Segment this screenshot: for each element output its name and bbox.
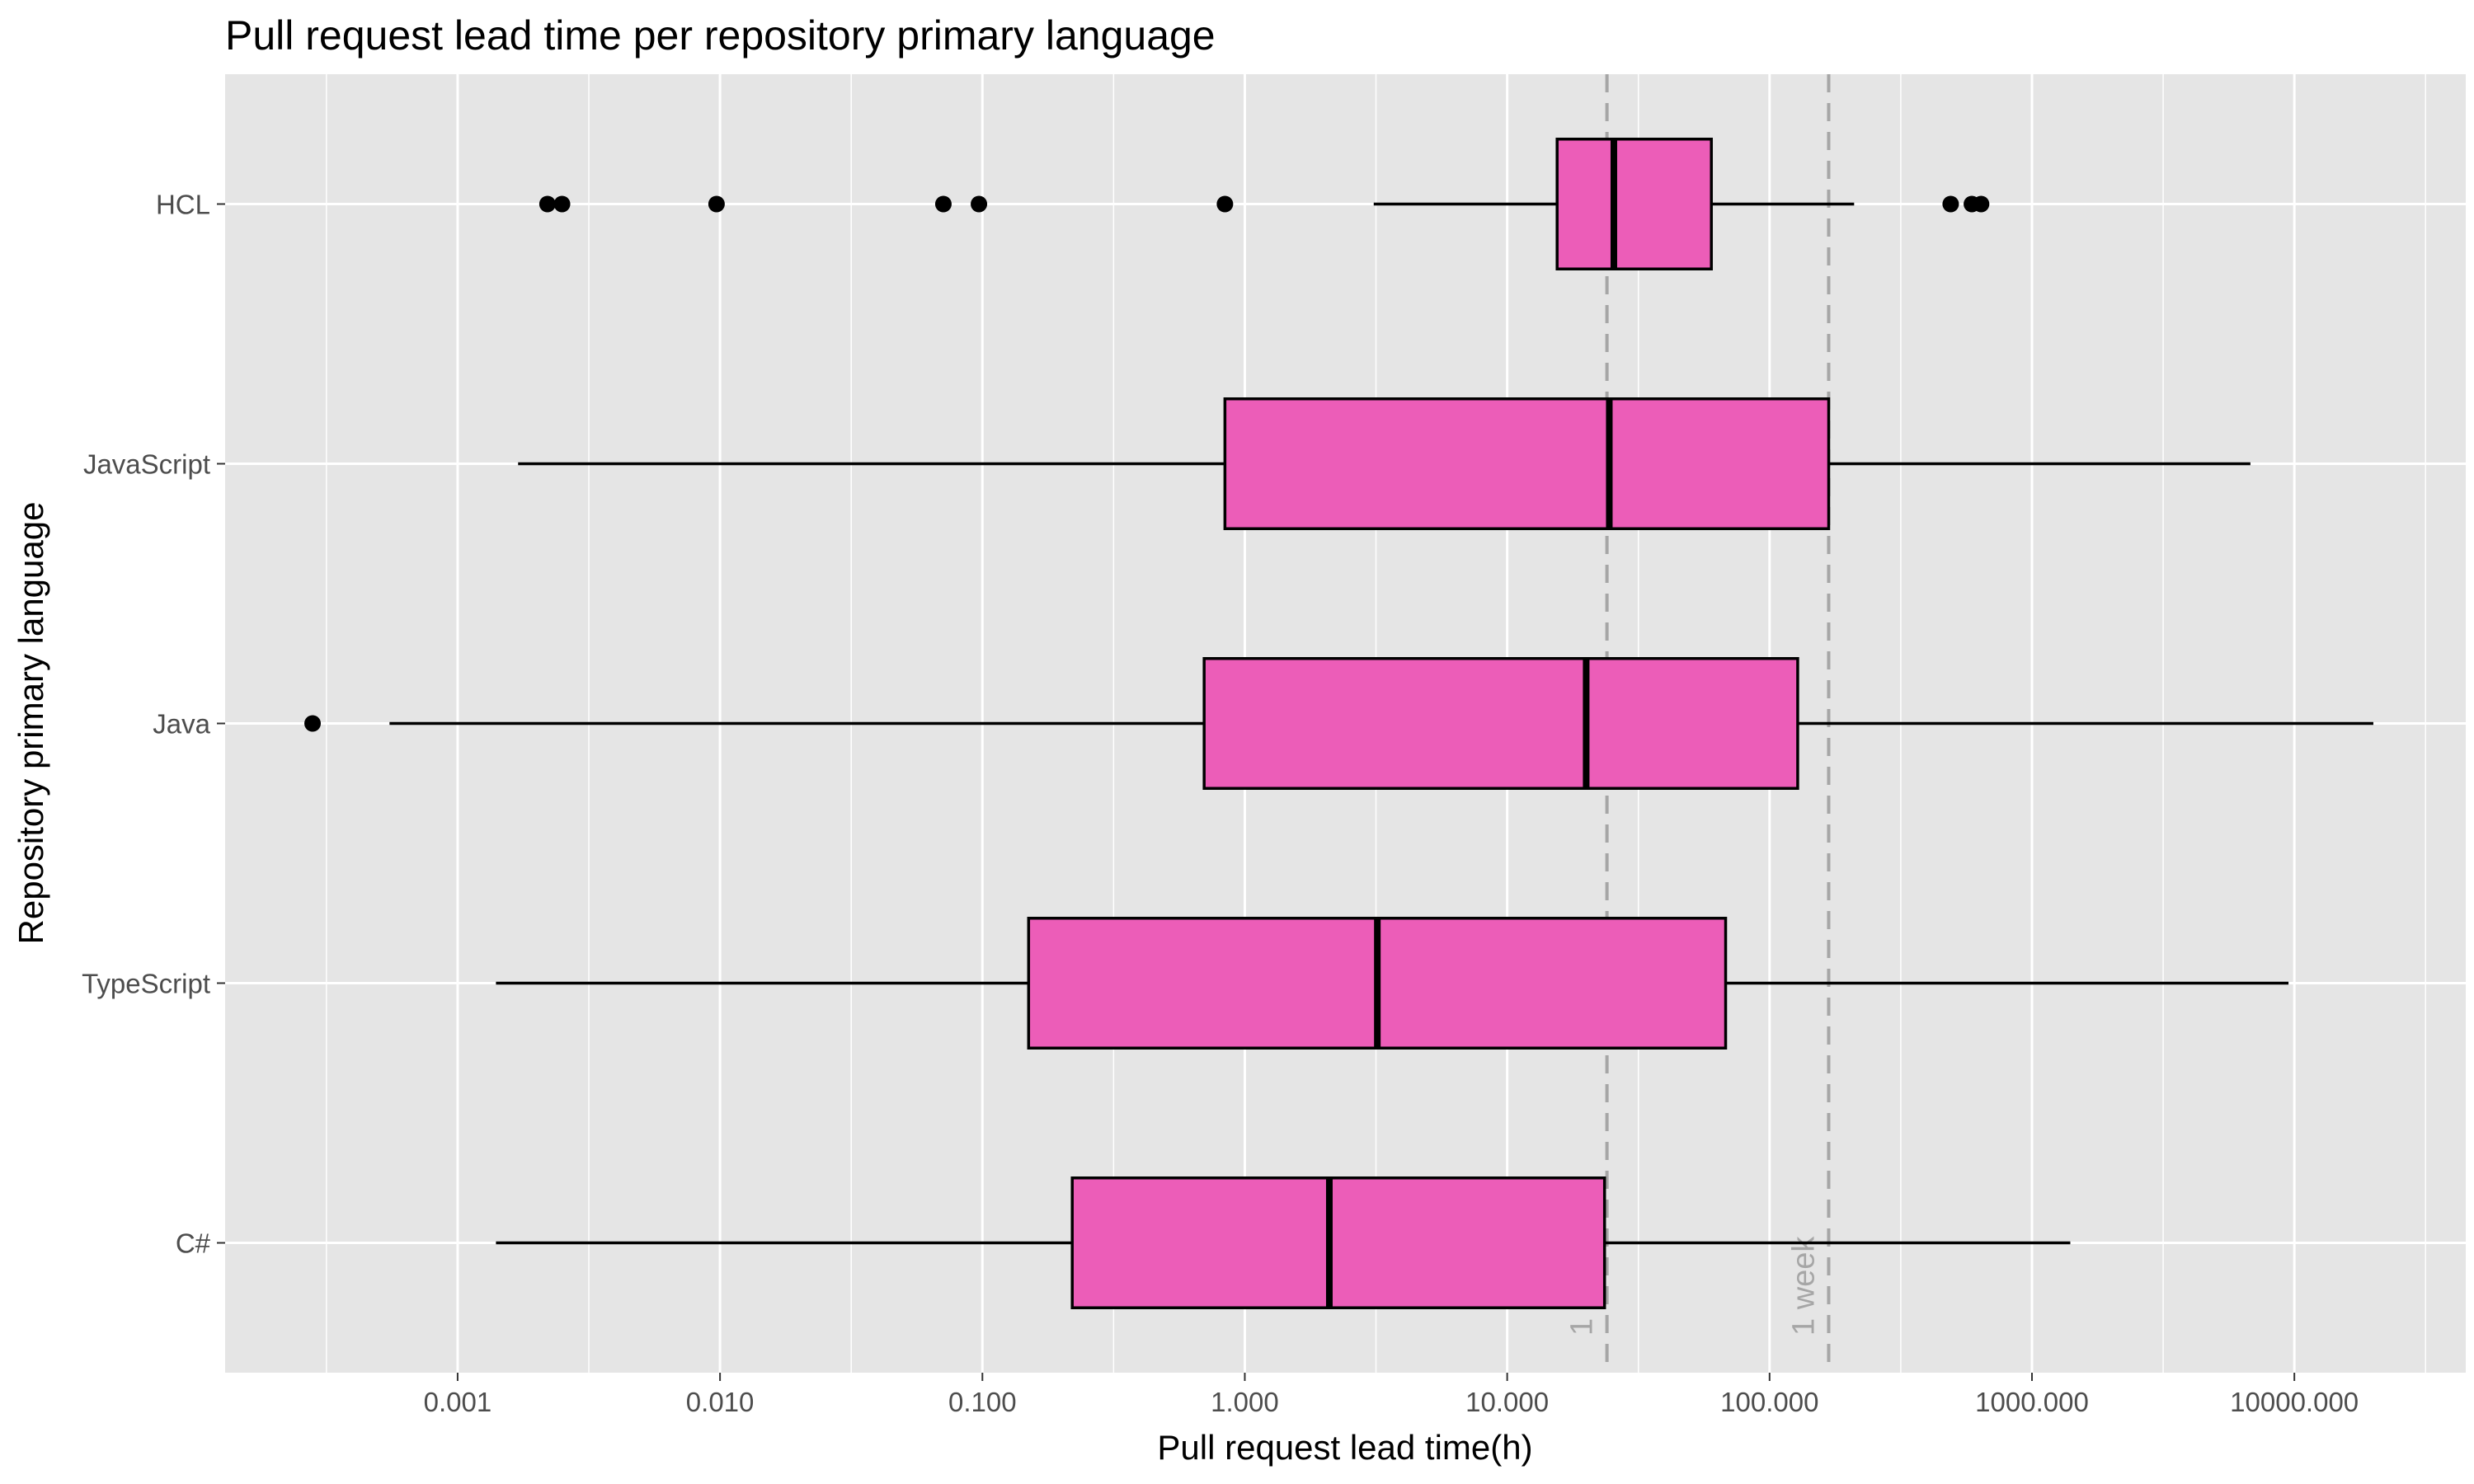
outlier-point: [304, 715, 322, 732]
outlier-point: [971, 195, 988, 213]
outlier-point: [934, 195, 952, 213]
y-tick-label: C#: [176, 1228, 211, 1259]
x-tick-label: 100.000: [1720, 1387, 1818, 1417]
y-tick-label: JavaScript: [83, 449, 210, 480]
x-tick-label: 0.100: [948, 1387, 1017, 1417]
box-iqr: [1070, 1176, 1606, 1309]
outlier-point: [1216, 195, 1234, 213]
box-iqr: [1555, 138, 1713, 270]
x-tick-label: 10000.000: [2230, 1387, 2359, 1417]
y-tick-label: Java: [153, 709, 210, 740]
box-iqr: [1223, 397, 1831, 530]
outlier-point: [708, 195, 725, 213]
x-tick-label: 1.000: [1211, 1387, 1279, 1417]
y-tick-label: HCL: [156, 190, 210, 220]
x-tick-label: 1000.000: [1975, 1387, 2089, 1417]
y-tick-label: TypeScript: [82, 969, 210, 999]
x-tick-label: 0.010: [686, 1387, 755, 1417]
reference-line-label: 1 week: [1786, 1236, 1821, 1336]
chart-title: Pull request lead time per repository pr…: [225, 12, 1216, 59]
x-axis-title: Pull request lead time(h): [1157, 1428, 1532, 1467]
x-tick-label: 0.001: [424, 1387, 492, 1417]
outlier-point: [1973, 195, 1990, 213]
box-iqr: [1202, 657, 1799, 790]
x-tick-label: 10.000: [1465, 1387, 1549, 1417]
outlier-point: [539, 195, 556, 213]
y-axis-title: Repository primary language: [12, 502, 50, 945]
outlier-point: [553, 195, 571, 213]
outlier-point: [1942, 195, 1959, 213]
